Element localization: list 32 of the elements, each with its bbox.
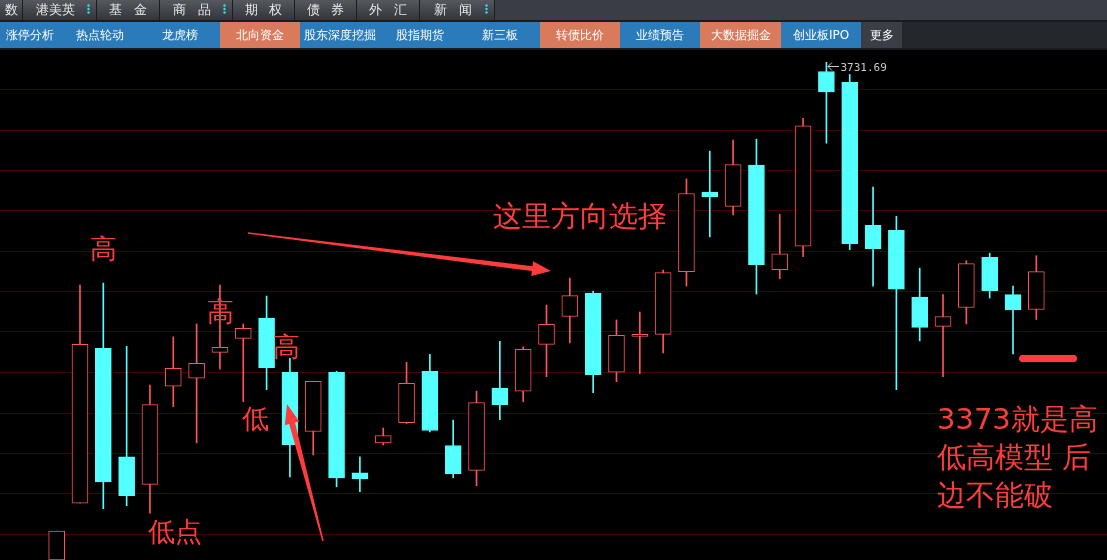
tab: 债券 bbox=[295, 0, 357, 20]
candlestick bbox=[234, 323, 252, 402]
annotation: 3731.69 bbox=[840, 60, 887, 74]
candlestick bbox=[934, 294, 952, 378]
annotation: 这里方向选择 bbox=[493, 199, 667, 233]
tab: 港美英 bbox=[23, 0, 97, 20]
annotation: 3373就是高低高模型 后边不能破 bbox=[937, 401, 1099, 514]
tab: 转债比价 bbox=[540, 22, 620, 48]
annotation: 低 bbox=[242, 403, 269, 434]
tab: 创业板IPO bbox=[781, 22, 861, 48]
annotation: 低点 bbox=[148, 516, 202, 547]
tab: 龙虎榜 bbox=[140, 22, 220, 48]
annotation: 高 bbox=[90, 233, 117, 264]
tab: 热点轮动 bbox=[60, 22, 140, 48]
tab: 大数据掘金 bbox=[700, 22, 781, 48]
tab: 股指期货 bbox=[380, 22, 460, 48]
candlestick bbox=[491, 341, 509, 420]
tab: 数 bbox=[0, 0, 23, 20]
tab: 期权 bbox=[233, 0, 295, 20]
tab: 更多 bbox=[861, 22, 902, 48]
candlestick bbox=[1004, 285, 1022, 355]
tab: 新三板 bbox=[460, 22, 540, 48]
tab: 商品 bbox=[160, 0, 233, 20]
tab: 基金 bbox=[97, 0, 160, 20]
candlestick bbox=[864, 186, 882, 287]
tab: 新闻 bbox=[420, 0, 495, 20]
tab: 涨停分析 bbox=[0, 22, 60, 48]
tab: 业绩预告 bbox=[620, 22, 700, 48]
tab: 外汇 bbox=[357, 0, 420, 20]
candlestick bbox=[631, 311, 649, 375]
tab: 北向资金 bbox=[220, 22, 300, 48]
tab: 股东深度挖掘 bbox=[300, 22, 380, 48]
